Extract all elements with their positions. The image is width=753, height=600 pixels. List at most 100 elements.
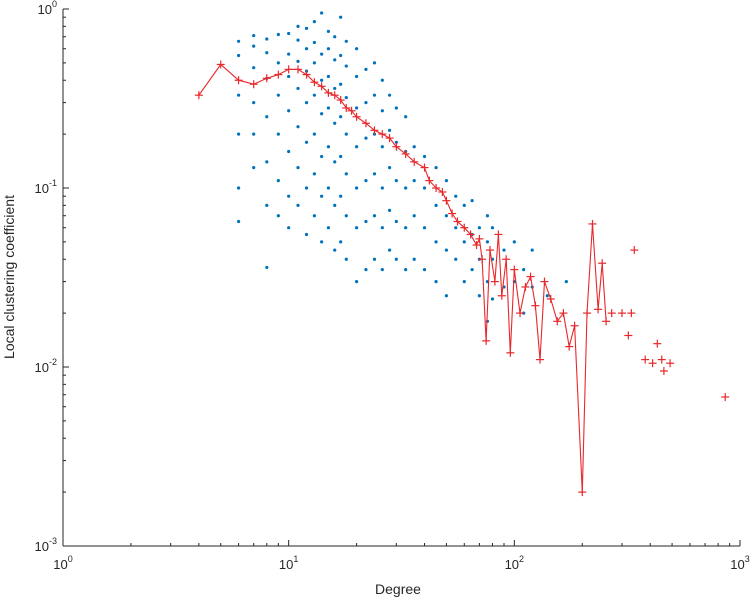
- y-tick-label: 100: [38, 0, 57, 17]
- scatter-point: [276, 61, 280, 65]
- scatter-point: [394, 219, 398, 224]
- scatter-point: [333, 160, 337, 164]
- scatter-point: [237, 132, 241, 136]
- scatter-point: [320, 78, 324, 82]
- mean-point: [361, 119, 370, 128]
- scatter-point: [372, 93, 377, 97]
- mean-point: [324, 88, 333, 97]
- scatter-point: [412, 178, 416, 183]
- mean-point: [506, 348, 515, 357]
- scatter-point: [333, 248, 337, 252]
- scatter-point: [252, 44, 256, 48]
- scatter-point: [296, 38, 300, 42]
- mean-point: [347, 106, 356, 115]
- mean-point: [659, 366, 668, 375]
- scatter-point: [339, 154, 343, 159]
- scatter-point: [372, 61, 377, 65]
- scatter-point: [444, 214, 449, 218]
- scatter-point: [354, 74, 359, 79]
- scatter-point: [344, 257, 348, 261]
- scatter-point: [320, 11, 324, 15]
- mean-point: [234, 76, 243, 85]
- scatter-point: [312, 61, 316, 65]
- scatter-point: [485, 214, 490, 218]
- scatter-point: [326, 74, 331, 79]
- scatter-point: [296, 59, 300, 63]
- scatter-point: [320, 154, 324, 159]
- scatter-point: [477, 226, 481, 230]
- scatter-point: [344, 214, 348, 218]
- mean-point: [516, 309, 525, 318]
- scatter-point: [339, 82, 343, 86]
- mean-point: [342, 103, 351, 112]
- mean-point: [546, 294, 555, 303]
- scatter-point: [296, 24, 300, 28]
- mean-point: [330, 91, 339, 100]
- mean-point: [648, 359, 657, 368]
- mean-point: [216, 60, 225, 69]
- scatter-point: [287, 194, 291, 198]
- scatter-point: [394, 140, 398, 144]
- scatter-point: [252, 132, 256, 136]
- scatter-point: [545, 294, 549, 298]
- scatter-point: [354, 145, 359, 149]
- mean-point: [540, 277, 549, 286]
- scatter-point: [304, 47, 309, 51]
- scatter-point: [333, 203, 337, 207]
- scatter-point: [444, 294, 449, 298]
- mean-point: [598, 259, 607, 268]
- scatter-point: [237, 219, 241, 224]
- mean-point: [618, 309, 627, 318]
- scatter-point: [312, 132, 316, 136]
- mean-point: [630, 246, 639, 255]
- scatter-point: [276, 93, 280, 97]
- scatter-point: [237, 93, 241, 97]
- x-tick-label: 100: [53, 554, 72, 572]
- plot-area: [194, 11, 730, 497]
- mean-point: [385, 134, 394, 143]
- scatter-point: [354, 186, 359, 190]
- scatter-point: [333, 121, 337, 125]
- mean-point: [438, 187, 447, 196]
- scatter-point: [287, 74, 291, 79]
- scatter-point: [380, 226, 384, 230]
- mean-point: [578, 488, 587, 497]
- scatter-point: [387, 166, 392, 170]
- scatter-point: [364, 100, 368, 105]
- mean-point: [410, 157, 419, 166]
- y-tick-label: 10-1: [35, 178, 57, 196]
- scatter-point: [502, 248, 506, 252]
- scatter-point: [462, 279, 466, 284]
- scatter-point: [477, 294, 481, 298]
- mean-point: [317, 82, 326, 91]
- scatter-point: [312, 172, 316, 176]
- mean-point: [482, 336, 491, 345]
- scatter-point: [412, 214, 416, 218]
- scatter-point: [470, 199, 474, 203]
- mean-point: [478, 255, 487, 264]
- mean-point: [559, 309, 568, 318]
- mean-point: [521, 282, 530, 291]
- mean-point: [194, 91, 203, 100]
- mean-point: [721, 392, 730, 401]
- mean-point: [490, 277, 499, 286]
- scatter-point: [434, 240, 438, 244]
- mean-point: [274, 70, 283, 79]
- mean-point: [526, 272, 535, 281]
- scatter-point: [380, 109, 384, 113]
- scatter-point: [265, 37, 269, 41]
- scatter-point: [394, 178, 398, 183]
- scatter-point: [380, 145, 384, 149]
- scatter-point: [444, 178, 449, 183]
- scatter-point: [394, 257, 398, 261]
- scatter-point: [422, 186, 427, 190]
- mean-point: [448, 209, 457, 218]
- scatter-point: [354, 47, 359, 51]
- mean-point: [475, 234, 484, 243]
- mean-point: [472, 241, 481, 250]
- mean-point: [249, 80, 258, 89]
- scatter-point: [326, 29, 331, 33]
- scatter-point: [364, 67, 368, 71]
- scatter-point: [296, 203, 300, 207]
- scatter-point: [320, 52, 324, 56]
